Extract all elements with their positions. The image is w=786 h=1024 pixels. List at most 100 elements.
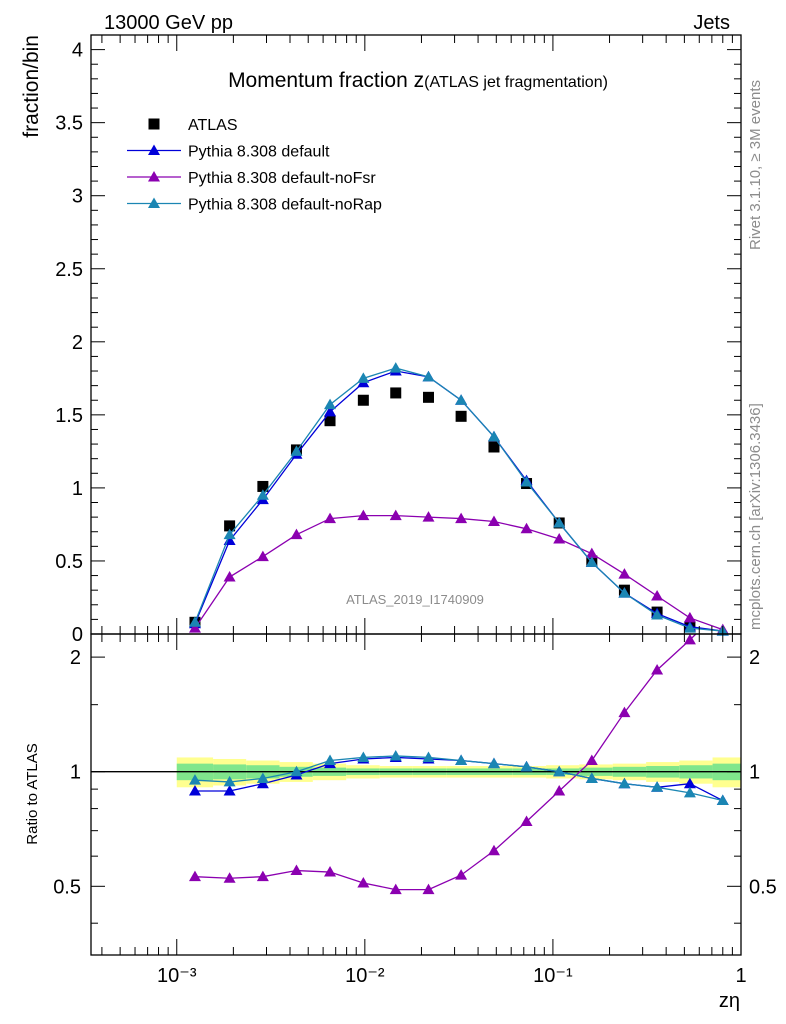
ratio-point bbox=[651, 781, 664, 792]
data-point bbox=[553, 533, 566, 544]
ratio-point bbox=[683, 777, 696, 789]
ratio-point bbox=[487, 757, 500, 769]
data-point bbox=[683, 622, 696, 633]
data-point bbox=[487, 515, 500, 527]
ratio-point bbox=[290, 765, 303, 777]
legend-item: Pythia 8.308 default-noFsr bbox=[127, 170, 376, 187]
main-ytick-label: 0.5 bbox=[55, 551, 83, 573]
data-point bbox=[520, 476, 533, 487]
ratio-point bbox=[716, 794, 729, 806]
ratio-point bbox=[618, 706, 631, 718]
ratio-point bbox=[389, 883, 402, 895]
xtick-label: 10⁻³ bbox=[157, 965, 197, 987]
ratio-point bbox=[455, 869, 468, 880]
legend-label: Pythia 8.308 default-noFsr bbox=[188, 170, 376, 187]
legend-item: Pythia 8.308 default-noRap bbox=[127, 197, 382, 214]
data-point bbox=[223, 571, 236, 582]
ratio-ytick-label: 1 bbox=[70, 762, 81, 784]
xtick-label: 10⁻¹ bbox=[533, 965, 573, 987]
ratio-point bbox=[422, 751, 435, 762]
ratio-point bbox=[553, 765, 566, 777]
ratio-point bbox=[520, 815, 533, 826]
data-point bbox=[651, 609, 664, 620]
data-point bbox=[324, 512, 337, 524]
legend-marker bbox=[148, 197, 160, 208]
data-point bbox=[618, 568, 631, 579]
data-point bbox=[487, 430, 500, 442]
ratio-point bbox=[324, 754, 337, 766]
ratio-point bbox=[618, 777, 631, 789]
legend-marker bbox=[148, 171, 160, 182]
chart-title: Momentum fraction z(ATLAS jet fragmentat… bbox=[228, 69, 608, 92]
main-ytick-label: 1.5 bbox=[55, 405, 83, 427]
series-4 bbox=[188, 362, 729, 636]
data-point bbox=[585, 547, 598, 559]
ratio-ytick-label: 2 bbox=[70, 647, 81, 669]
ratio-panel-frame bbox=[90, 633, 742, 956]
data-point bbox=[683, 611, 696, 623]
analysis-label: ATLAS_2019_I1740909 bbox=[346, 592, 484, 607]
data-point bbox=[357, 509, 370, 521]
data-point bbox=[422, 391, 434, 403]
data-point bbox=[357, 372, 370, 383]
data-point bbox=[422, 370, 435, 382]
ratio-point bbox=[256, 772, 269, 783]
data-point bbox=[290, 528, 303, 540]
xtick-label: 1 bbox=[735, 965, 746, 987]
main-ytick-label: 3 bbox=[72, 186, 83, 208]
xtick-label: 10⁻² bbox=[345, 965, 385, 987]
data-point bbox=[455, 512, 468, 524]
title-main: Momentum fraction z bbox=[228, 69, 424, 92]
main-ytick-label: 3.5 bbox=[55, 113, 83, 135]
series-3 bbox=[188, 509, 729, 635]
rivet-label: Rivet 3.1.10, ≥ 3M events bbox=[747, 80, 764, 250]
main-ytick-label: 0 bbox=[72, 624, 83, 646]
legend: ATLAS Pythia 8.308 default Pythia 8.308 de… bbox=[127, 117, 382, 214]
data-point bbox=[455, 394, 468, 405]
ratio-point bbox=[422, 883, 435, 895]
ratio-point bbox=[223, 872, 236, 883]
source-label: mcplots.cern.ch [arXiv:1306.3436] bbox=[747, 403, 764, 630]
main-ylabel: fraction/bin bbox=[20, 35, 43, 138]
data-point bbox=[324, 398, 337, 410]
main-ytick-label: 1 bbox=[72, 478, 83, 500]
data-point bbox=[455, 410, 467, 422]
ratio-ytick-label: 0.5 bbox=[53, 876, 81, 898]
data-point bbox=[520, 522, 533, 534]
main-ytick-label: 2.5 bbox=[55, 259, 83, 281]
xlabel: zη bbox=[719, 990, 740, 1012]
data-point bbox=[188, 622, 201, 633]
ratio-point bbox=[324, 866, 337, 877]
ratio-series-group bbox=[188, 633, 729, 895]
data-point bbox=[256, 550, 269, 562]
ratio-point bbox=[389, 749, 402, 761]
data-point bbox=[618, 587, 631, 598]
legend-label: Pythia 8.308 default bbox=[188, 144, 330, 161]
ratio-point bbox=[188, 784, 201, 796]
legend-marker bbox=[148, 118, 160, 130]
data-point bbox=[290, 445, 303, 456]
ratio-ylabel: Ratio to ATLAS bbox=[24, 743, 41, 844]
ratio-point bbox=[256, 870, 269, 882]
ratio-point bbox=[223, 775, 236, 787]
ratio-ytick-label-right: 1 bbox=[749, 762, 760, 784]
legend-label: ATLAS bbox=[188, 117, 238, 134]
data-point bbox=[651, 590, 664, 601]
main-ytick-label: 4 bbox=[72, 40, 83, 62]
ratio-point bbox=[683, 633, 696, 645]
ratio-point bbox=[357, 877, 370, 888]
legend-marker bbox=[148, 144, 160, 155]
data-point bbox=[389, 509, 402, 521]
ratio-ytick-label-right: 2 bbox=[749, 647, 760, 669]
data-point bbox=[390, 387, 402, 399]
main-ytick-label: 2 bbox=[72, 332, 83, 354]
ratio-point bbox=[553, 784, 566, 796]
ratio-point bbox=[520, 760, 533, 772]
data-point bbox=[324, 405, 337, 417]
data-point bbox=[224, 520, 236, 532]
legend-item: ATLAS bbox=[148, 117, 238, 134]
ratio-point bbox=[455, 754, 468, 766]
data-point bbox=[389, 362, 402, 373]
ratio-point bbox=[487, 844, 500, 856]
